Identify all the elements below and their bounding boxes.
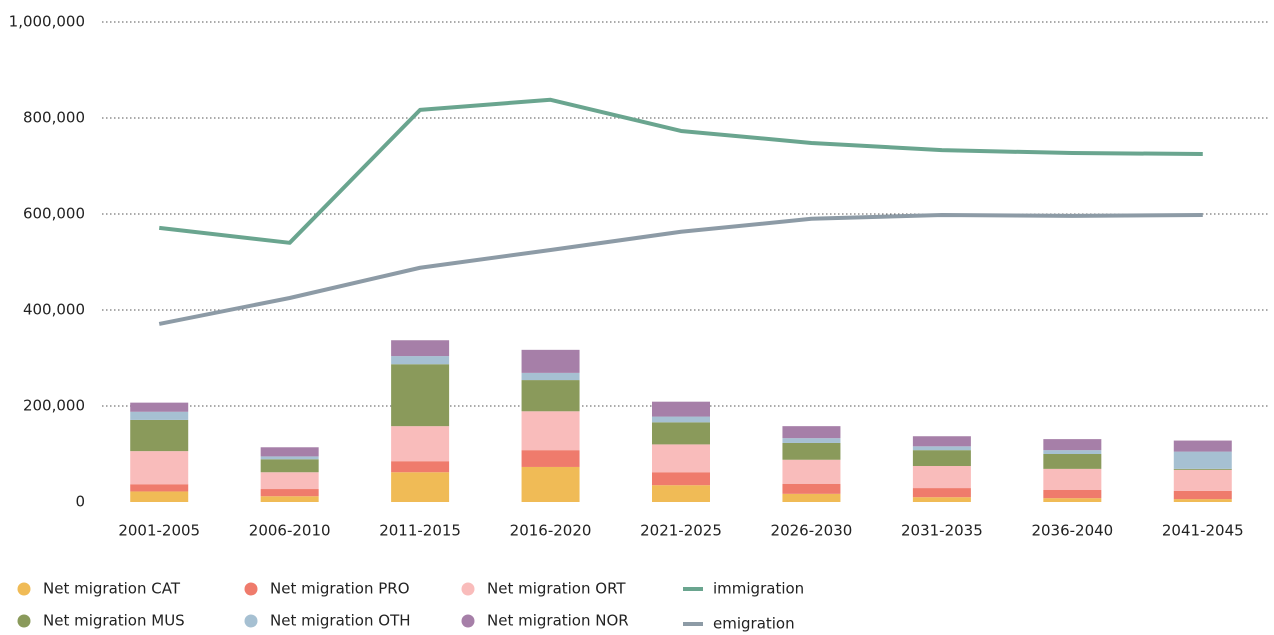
- y-tick-label: 600,000: [23, 205, 85, 223]
- bar-segment: [652, 401, 710, 417]
- y-tick-label: 1,000,000: [9, 13, 85, 31]
- bar-segment: [1173, 451, 1232, 469]
- legend-label: Net migration MUS: [43, 612, 185, 630]
- bar-segment: [260, 472, 319, 490]
- line: [158, 97, 1203, 245]
- bar-segment: [260, 459, 319, 473]
- bar-segment: [260, 456, 319, 460]
- bar-segment: [1043, 450, 1102, 454]
- bar-segment: [130, 491, 189, 502]
- bar-segment: [652, 485, 710, 502]
- bar-segment: [521, 411, 580, 451]
- bar-segment: [912, 497, 971, 502]
- bar-segment: [912, 450, 971, 466]
- bar-segment: [912, 436, 971, 447]
- legend-label: Net migration ORT: [487, 580, 626, 598]
- bar-segment: [391, 356, 450, 365]
- bar-segment: [782, 442, 841, 460]
- bar-segment: [130, 411, 189, 420]
- bar-segment: [782, 426, 841, 439]
- x-tick-label: 2006-2010: [249, 522, 331, 540]
- bar-segment: [912, 488, 971, 498]
- bar-segment: [391, 461, 450, 473]
- bar-segment: [521, 372, 580, 381]
- bar-segment: [912, 446, 971, 451]
- bar-segment: [1043, 498, 1102, 502]
- bar-segment: [652, 444, 710, 473]
- bar-segment: [1043, 468, 1102, 490]
- bar-segment: [130, 402, 189, 412]
- legend-dot: [461, 582, 475, 596]
- x-tick-label: 2031-2035: [901, 522, 983, 540]
- legend-label: Net migration NOR: [487, 612, 629, 630]
- bar-segment: [521, 466, 580, 502]
- x-tick-label: 2001-2005: [118, 522, 200, 540]
- legend-dot: [17, 614, 31, 628]
- bar-segment: [130, 484, 189, 492]
- bar-segment: [260, 496, 319, 502]
- x-tick-label: 2036-2040: [1031, 522, 1113, 540]
- bar-segment: [1043, 490, 1102, 499]
- bar-segment: [521, 380, 580, 412]
- x-tick-label: 2026-2030: [771, 522, 853, 540]
- y-tick-label: 0: [75, 493, 85, 511]
- bar-segment: [391, 472, 450, 502]
- legend-label: emigration: [713, 615, 795, 633]
- bar-segment: [782, 438, 841, 443]
- line: [158, 212, 1203, 326]
- legend-label: Net migration PRO: [270, 580, 410, 598]
- legend-label: Net migration OTH: [270, 612, 411, 630]
- bar-segment: [652, 472, 710, 486]
- bar-segment: [1173, 469, 1232, 491]
- legend-dot: [461, 614, 475, 628]
- bar-segment: [1173, 490, 1232, 500]
- bar-segment: [1173, 440, 1232, 452]
- x-tick-label: 2011-2015: [379, 522, 461, 540]
- bar-segment: [260, 447, 319, 457]
- bar-segment: [652, 422, 710, 445]
- legend-dot: [244, 582, 258, 596]
- bar-segment: [130, 419, 189, 452]
- bar-segment: [782, 483, 841, 494]
- bar-segment: [1173, 468, 1232, 470]
- y-tick-label: 400,000: [23, 301, 85, 319]
- x-tick-label: 2016-2020: [510, 522, 592, 540]
- bar-segment: [391, 426, 450, 462]
- bar-segment: [782, 493, 841, 502]
- bar-segment: [521, 450, 580, 467]
- bar-segment: [1043, 454, 1102, 469]
- bar-segment: [652, 416, 710, 423]
- legend-dot: [17, 582, 31, 596]
- bar-segment: [1173, 499, 1232, 502]
- bar-segment: [260, 489, 319, 497]
- legend-label: Net migration CAT: [43, 580, 181, 598]
- legend-dot: [244, 614, 258, 628]
- bar-segment: [1043, 439, 1102, 451]
- legend-label: immigration: [713, 580, 804, 598]
- bar-segment: [782, 459, 841, 484]
- bar-segment: [391, 364, 450, 427]
- x-tick-label: 2021-2025: [640, 522, 722, 540]
- x-tick-label: 2041-2045: [1162, 522, 1244, 540]
- bar-segment: [130, 451, 189, 485]
- y-tick-label: 800,000: [23, 109, 85, 127]
- bar-segment: [521, 349, 580, 373]
- y-tick-label: 200,000: [23, 397, 85, 415]
- bar-segment: [912, 466, 971, 489]
- bar-segment: [391, 340, 450, 357]
